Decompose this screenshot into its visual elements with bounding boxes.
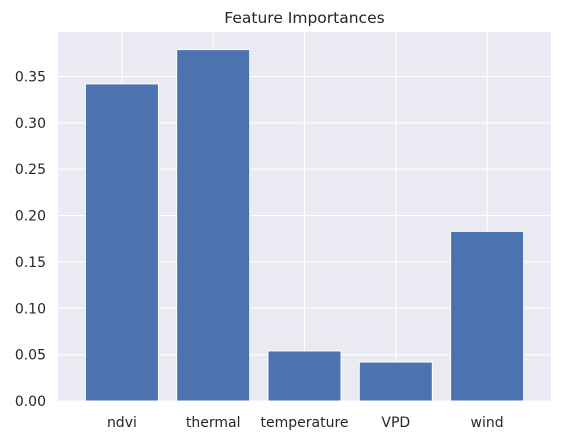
y-tick-label: 0.05 xyxy=(15,348,46,364)
x-tick-label: temperature xyxy=(261,415,349,431)
y-tick-label: 0.20 xyxy=(15,209,46,225)
y-tick-label: 0.00 xyxy=(15,394,46,410)
bar-vpd xyxy=(358,361,433,402)
chart-title: Feature Importances xyxy=(224,9,384,27)
y-tick-label: 0.25 xyxy=(15,162,46,178)
y-tick-label: 0.35 xyxy=(15,70,46,86)
bar-temperature xyxy=(267,350,342,402)
bar-thermal xyxy=(176,49,251,402)
y-tick-label: 0.15 xyxy=(15,255,46,271)
y-tick-label: 0.10 xyxy=(15,301,46,317)
x-tick-label: ndvi xyxy=(107,415,137,431)
x-axis-ticks: ndvi thermal temperature VPD wind xyxy=(107,415,504,431)
x-tick-label: thermal xyxy=(186,415,241,431)
bars xyxy=(84,49,525,402)
x-tick-label: wind xyxy=(471,415,504,431)
y-axis-ticks: 0.00 0.05 0.10 0.15 0.20 0.25 0.30 0.35 xyxy=(15,70,46,410)
x-tick-label: VPD xyxy=(381,415,410,431)
y-tick-label: 0.30 xyxy=(15,116,46,132)
bar-ndvi xyxy=(84,83,159,402)
bar-wind xyxy=(450,230,525,402)
